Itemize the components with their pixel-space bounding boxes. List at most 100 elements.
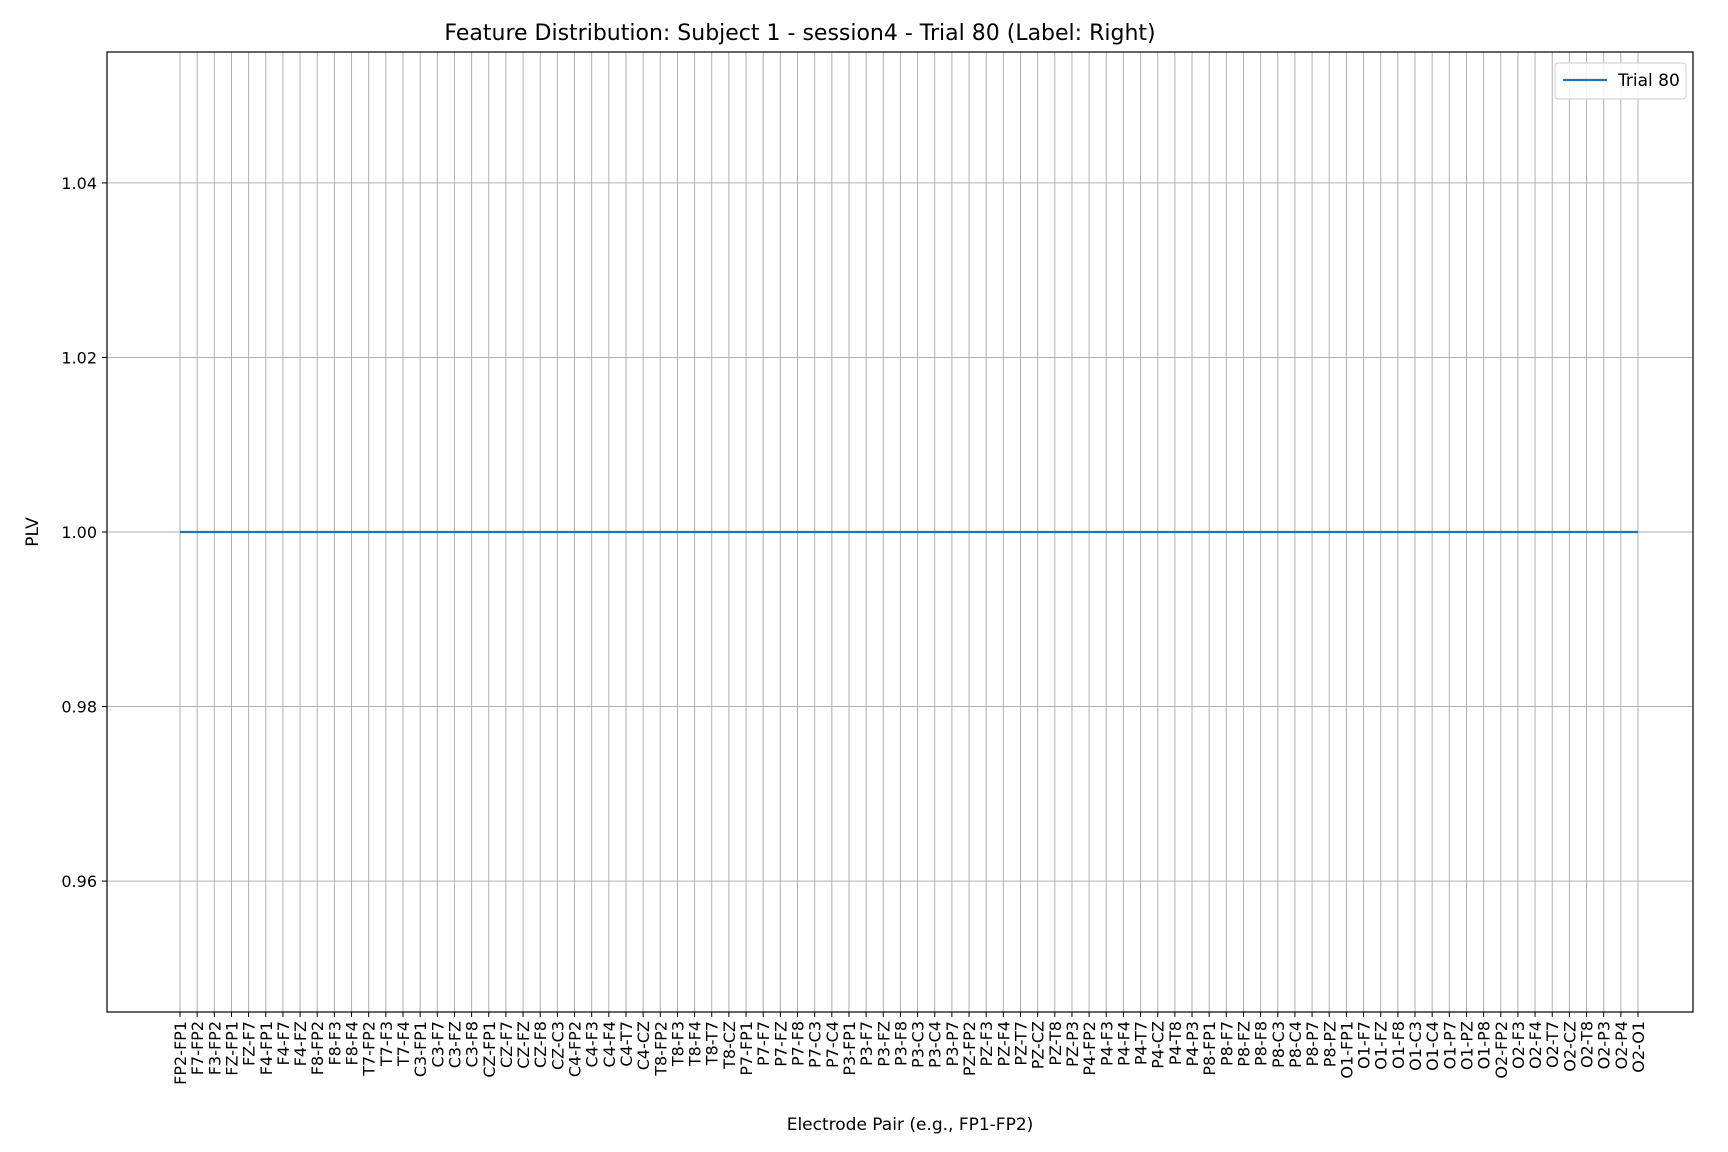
x-tick-label: CZ-FZ	[514, 1021, 533, 1069]
x-tick-label: P7-C4	[823, 1021, 842, 1068]
x-tick-label: F4-FZ	[291, 1021, 310, 1066]
x-tick-label: PZ-F4	[994, 1021, 1013, 1066]
x-tick-label: P4-F4	[1114, 1021, 1133, 1066]
y-tick-label: 0.98	[61, 698, 97, 717]
x-tick-label: O1-P7	[1440, 1021, 1459, 1069]
x-tick-label: CZ-F8	[531, 1021, 550, 1068]
x-tick-label: T8-F3	[668, 1021, 687, 1067]
x-tick-label: FP2-FP1	[171, 1021, 190, 1085]
x-tick-label: T7-FP2	[360, 1021, 379, 1077]
x-tick-label: PZ-CZ	[1029, 1021, 1048, 1069]
legend-box	[1554, 62, 1687, 100]
x-tick-label: P3-F8	[891, 1021, 910, 1066]
x-tick-label: T8-CZ	[720, 1021, 739, 1070]
x-tick-label: FZ-FP1	[222, 1021, 241, 1076]
x-tick-label: C4-F4	[600, 1021, 619, 1068]
x-tick-label: C3-FZ	[445, 1021, 464, 1068]
x-tick-label: P3-FZ	[874, 1021, 893, 1067]
x-tick-label: P8-C4	[1286, 1021, 1305, 1068]
x-tick-label: P8-FP1	[1200, 1021, 1219, 1076]
x-tick-label: O1-C3	[1406, 1021, 1425, 1071]
y-axis-ticks: 0.96 0.98 1.00 1.02 1.04	[61, 174, 107, 891]
x-tick-label: C4-F3	[583, 1021, 602, 1068]
x-tick-label: P7-F7	[754, 1021, 773, 1066]
x-tick-label: O2-FP2	[1492, 1021, 1511, 1079]
x-tick-label: O1-F7	[1355, 1021, 1374, 1069]
x-tick-label: O2-O1	[1629, 1021, 1648, 1073]
x-tick-label: O1-PZ	[1457, 1021, 1476, 1070]
x-tick-label: O1-F8	[1389, 1021, 1408, 1069]
x-tick-label: T8-T7	[703, 1021, 722, 1066]
x-tick-label: O1-P8	[1475, 1021, 1494, 1069]
x-tick-label: F8-F3	[325, 1021, 344, 1066]
x-tick-label: P7-FZ	[771, 1021, 790, 1067]
x-tick-label: CZ-F7	[497, 1021, 516, 1068]
x-tick-label: CZ-FP1	[480, 1021, 499, 1078]
x-tick-label: P4-CZ	[1149, 1021, 1168, 1069]
x-tick-label: O2-F3	[1509, 1021, 1528, 1069]
x-tick-label: C3-F7	[428, 1021, 447, 1068]
x-tick-label: PZ-T8	[1046, 1021, 1065, 1066]
x-tick-label: CZ-C3	[548, 1021, 567, 1070]
x-tick-label: O2-T8	[1578, 1021, 1597, 1068]
x-tick-label: C4-CZ	[634, 1021, 653, 1070]
x-tick-label: PZ-F3	[977, 1021, 996, 1066]
x-tick-label: P8-PZ	[1320, 1021, 1339, 1067]
y-tick-label: 1.04	[61, 174, 97, 193]
x-tick-label: O1-C4	[1423, 1021, 1442, 1071]
x-tick-label: O2-P3	[1595, 1021, 1614, 1069]
x-tick-label: P4-FP2	[1080, 1021, 1099, 1076]
x-tick-label: P4-P3	[1183, 1021, 1202, 1066]
x-tick-label: PZ-FP2	[960, 1021, 979, 1076]
x-tick-label: F8-F4	[343, 1021, 362, 1066]
x-tick-label: O2-CZ	[1560, 1021, 1579, 1072]
x-tick-label: T7-F4	[394, 1021, 413, 1067]
x-axis-ticks: FP2-FP1F7-FP2F3-FP2FZ-FP1FZ-F7F4-FP1F4-F…	[171, 1012, 1648, 1085]
x-tick-label: F7-FP2	[188, 1021, 207, 1075]
x-tick-label: T8-FP2	[651, 1021, 670, 1077]
x-tick-label: P3-P7	[943, 1021, 962, 1066]
x-tick-label: P8-F7	[1217, 1021, 1236, 1066]
x-tick-label: P3-F7	[857, 1021, 876, 1066]
x-tick-label: P7-FP1	[737, 1021, 756, 1076]
x-tick-label: C3-F8	[463, 1021, 482, 1068]
x-tick-label: C3-FP1	[411, 1021, 430, 1077]
x-tick-label: O1-FP1	[1337, 1021, 1356, 1079]
x-tick-label: P8-FZ	[1234, 1021, 1253, 1067]
y-axis-label: PLV	[23, 517, 43, 547]
x-tick-label: O2-P4	[1612, 1021, 1631, 1069]
x-tick-label: PZ-P3	[1063, 1021, 1082, 1067]
x-tick-label: PZ-T7	[1011, 1021, 1030, 1066]
x-tick-label: P7-F8	[789, 1021, 808, 1066]
x-tick-label: P8-C3	[1269, 1021, 1288, 1068]
x-tick-label: P7-C3	[806, 1021, 825, 1068]
x-tick-label: P8-F8	[1252, 1021, 1271, 1066]
chart-title: Feature Distribution: Subject 1 - sessio…	[444, 21, 1155, 46]
x-tick-label: P3-C3	[909, 1021, 928, 1068]
x-tick-label: O1-FZ	[1372, 1021, 1391, 1070]
x-tick-label: F3-FP2	[205, 1021, 224, 1075]
x-tick-label: T8-F4	[686, 1021, 705, 1067]
x-tick-label: P3-FP1	[840, 1021, 859, 1076]
x-tick-label: F4-FP1	[257, 1021, 276, 1075]
x-tick-label: C4-FP2	[566, 1021, 585, 1077]
x-tick-label: P4-F3	[1097, 1021, 1116, 1066]
legend: Trial 80	[1554, 62, 1687, 100]
x-tick-label: P3-C4	[926, 1021, 945, 1068]
x-tick-label: P4-T7	[1132, 1021, 1151, 1065]
x-tick-label: C4-T7	[617, 1021, 636, 1067]
x-tick-label: FZ-F7	[240, 1021, 259, 1066]
x-tick-label: O2-F4	[1526, 1021, 1545, 1069]
x-tick-label: F8-FP2	[308, 1021, 327, 1075]
x-tick-label: P8-P7	[1303, 1021, 1322, 1066]
x-axis-label: Electrode Pair (e.g., FP1-FP2)	[787, 1115, 1034, 1135]
y-tick-label: 0.96	[61, 872, 97, 891]
x-tick-label: P4-T8	[1166, 1021, 1185, 1065]
x-tick-label: F4-F7	[274, 1021, 293, 1066]
y-tick-label: 1.02	[61, 348, 97, 367]
legend-label: Trial 80	[1617, 71, 1680, 91]
x-tick-label: T7-F3	[377, 1021, 396, 1067]
y-tick-label: 1.00	[61, 523, 97, 542]
